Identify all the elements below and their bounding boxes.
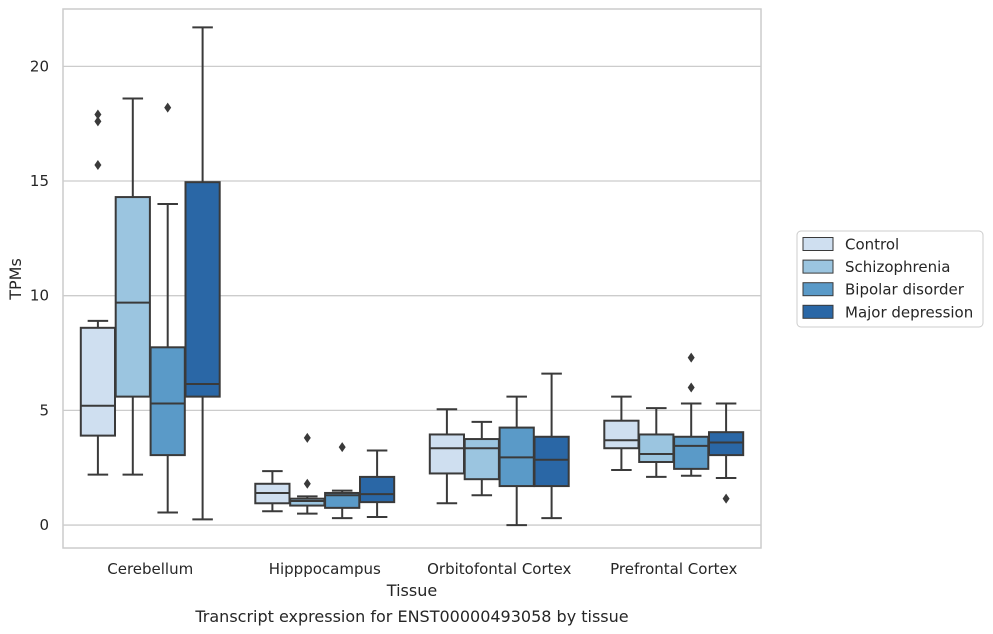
box-iqr xyxy=(358,475,396,504)
y-tick-label: 20 xyxy=(30,57,49,75)
box-2-2 xyxy=(498,395,535,527)
legend-swatch xyxy=(802,237,834,251)
box-2-0 xyxy=(428,408,466,505)
legend: Control Schizophrenia Bipolar disorder Majo… xyxy=(796,230,984,328)
legend-swatch xyxy=(802,259,834,274)
legend-frame xyxy=(796,230,984,328)
box-0-0 xyxy=(79,109,117,476)
box-3-3 xyxy=(707,402,745,504)
legend-label: Bipolar disorder xyxy=(845,281,965,299)
legend-swatch xyxy=(802,282,834,297)
y-tick-labels: 0 5 10 15 20 xyxy=(30,57,49,534)
x-tick-label: Orbitofontal Cortex xyxy=(427,560,571,578)
box-iqr xyxy=(79,326,117,437)
box-2-3 xyxy=(533,372,570,520)
x-tick-label: Hipppocampus xyxy=(269,560,381,578)
outlier-point xyxy=(687,382,695,393)
box-3-2 xyxy=(673,352,710,477)
outlier-point xyxy=(94,116,102,127)
box-iqr xyxy=(149,346,186,457)
outlier-point xyxy=(303,478,311,489)
outlier-point xyxy=(722,493,730,504)
plot-frame xyxy=(62,8,762,549)
box-iqr xyxy=(707,431,745,457)
outlier-point xyxy=(94,109,102,120)
box-layer xyxy=(79,26,745,527)
outlier-point xyxy=(303,432,311,443)
box-iqr xyxy=(463,438,500,481)
box-2-1 xyxy=(463,420,500,497)
y-tick-label: 10 xyxy=(30,287,49,305)
outlier-point xyxy=(687,352,695,363)
outlier-point xyxy=(338,442,346,453)
y-axis-title: TPMs xyxy=(6,258,25,301)
box-3-0 xyxy=(603,395,640,472)
legend-label: Schizophrenia xyxy=(845,258,950,276)
box-iqr xyxy=(289,497,326,507)
legend-swatch xyxy=(802,304,834,319)
box-iqr xyxy=(638,433,675,463)
box-3-1 xyxy=(638,407,675,478)
box-iqr xyxy=(603,419,640,450)
box-iqr xyxy=(428,433,466,475)
x-tick-label: Prefrontal Cortex xyxy=(610,560,737,578)
box-iqr xyxy=(533,435,570,488)
x-tick-labels: Cerebellum Hipppocampus Orbitofontal Corte… xyxy=(107,560,737,578)
box-0-2 xyxy=(149,102,186,514)
legend-label: Control xyxy=(845,236,899,254)
y-tick-label: 15 xyxy=(30,172,49,190)
box-1-1 xyxy=(289,432,326,515)
outlier-point xyxy=(94,159,102,170)
box-iqr xyxy=(114,196,151,398)
box-1-3 xyxy=(358,449,396,519)
box-1-0 xyxy=(254,470,291,513)
x-axis-title: Tissue xyxy=(386,581,437,600)
outlier-point xyxy=(164,102,172,113)
legend-label: Major depression xyxy=(845,303,973,321)
box-iqr xyxy=(184,181,221,398)
box-0-3 xyxy=(184,26,221,521)
y-tick-label: 0 xyxy=(39,516,49,534)
chart-caption: Transcript expression for ENST0000049305… xyxy=(194,607,628,626)
box-0-1 xyxy=(114,97,151,476)
box-1-2 xyxy=(324,442,361,520)
y-tick-label: 5 xyxy=(39,401,49,419)
x-tick-label: Cerebellum xyxy=(107,560,193,578)
box-iqr xyxy=(673,435,710,470)
